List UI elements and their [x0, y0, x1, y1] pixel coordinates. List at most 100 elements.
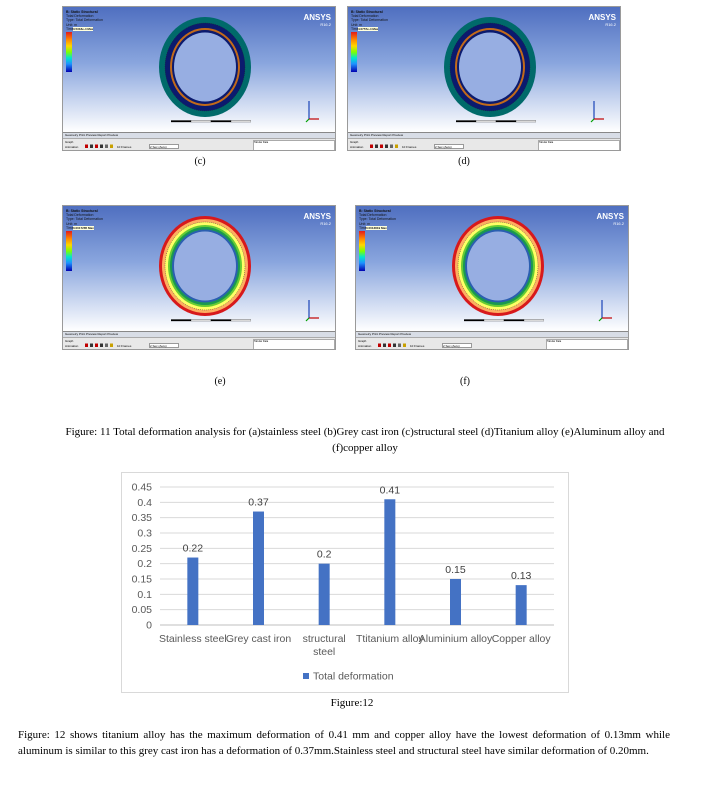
playback-button-icon[interactable] [370, 144, 373, 149]
playback-button-icon[interactable] [395, 144, 398, 149]
scale-segment [456, 120, 477, 123]
solver-title-line: Type: Total Deformation [351, 18, 388, 23]
data-label: 0.13 [511, 570, 532, 582]
legend-max-label: 4.0757e-4 Max [358, 27, 379, 31]
playback-button-icon[interactable] [105, 144, 108, 149]
animation-label[interactable]: Animation [358, 344, 372, 348]
ansys-viewport[interactable]: B: Static Structural Total Deformation Typ… [348, 7, 620, 132]
bar [187, 557, 199, 625]
view-tabs[interactable]: Geometry Print Preview Report Preview [63, 132, 335, 138]
x-category-label: Copper alloy [492, 633, 552, 645]
results-paragraph: Figure: 12 shows titanium alloy has the … [18, 729, 670, 757]
time-select[interactable]: 2 Sec (Auto) [149, 144, 179, 149]
x-category-label: structural steel [303, 633, 346, 658]
bar [384, 499, 396, 625]
animation-label[interactable]: Animation [350, 145, 364, 149]
playback-button-icon[interactable] [100, 343, 103, 348]
frames-select[interactable]: 10 Frames [117, 344, 132, 348]
playback-button-icon[interactable] [378, 343, 381, 348]
playback-button-icon[interactable] [390, 144, 393, 149]
ansys-panel-e: B: Static Structural Total Deformation Typ… [62, 205, 336, 350]
x-category-label-line: Copper alloy [492, 633, 552, 645]
playback-button-icon[interactable] [105, 343, 108, 348]
ansys-viewport[interactable]: B: Static Structural Total Deformation Typ… [356, 206, 628, 331]
y-tick-label: 0.45 [132, 482, 153, 494]
playback-button-icon[interactable] [403, 343, 406, 348]
tabular-data[interactable]: Tabular Data [546, 339, 628, 349]
bar [515, 585, 527, 625]
bar [253, 511, 264, 625]
solver-title-line: Time: 1 [66, 225, 78, 230]
solver-title-line: Unit: m [66, 22, 78, 27]
playback-button-icon[interactable] [95, 343, 98, 348]
axis-line [305, 118, 310, 123]
ansys-viewport[interactable]: B: Static Structural Total Deformation Typ… [63, 206, 335, 331]
playback-button-icon[interactable] [90, 343, 93, 348]
solver-title-line: Total Deformation [66, 213, 94, 218]
ansys-panel-c: B: Static Structural Total Deformation Typ… [62, 6, 336, 151]
playback-controls[interactable]: 10 Frames [85, 144, 145, 149]
playback-button-icon[interactable] [393, 343, 396, 348]
playback-button-icon[interactable] [100, 144, 103, 149]
frames-select[interactable]: 10 Frames [410, 344, 425, 348]
view-tabs[interactable]: Geometry Print Preview Report Preview [356, 331, 628, 337]
view-tabs[interactable]: Geometry Print Preview Report Preview [348, 132, 620, 138]
playback-button-icon[interactable] [85, 144, 88, 149]
scale-segment [495, 120, 517, 123]
x-category-label: Aluminium alloy [419, 633, 493, 645]
tabular-data[interactable]: Tabular Data [538, 140, 620, 150]
playback-button-icon[interactable] [385, 144, 388, 149]
time-select[interactable]: 2 Sec (Auto) [149, 343, 179, 348]
scale-bar [171, 319, 251, 322]
x-category-label-line: Stainless steel [159, 633, 227, 645]
playback-controls[interactable]: 10 Frames [378, 343, 438, 348]
y-tick-label: 0.15 [132, 574, 153, 586]
solver-title: B: Static Structural Total Deformation Typ… [359, 209, 396, 230]
panel-caption-c: (c) [194, 156, 206, 167]
panel-caption-e: (e) [214, 376, 226, 387]
time-select[interactable]: 2 Sec (Auto) [442, 343, 472, 348]
playback-button-icon[interactable] [90, 144, 93, 149]
ring-hole [174, 231, 236, 301]
frames-select[interactable]: 10 Frames [117, 145, 132, 149]
y-tick-label: 0.35 [132, 512, 153, 524]
tabular-data[interactable]: Tabular Data [253, 339, 335, 349]
frames-select[interactable]: 10 Frames [402, 145, 417, 149]
solver-title-line: Type: Total Deformation [66, 217, 103, 222]
playback-button-icon[interactable] [85, 343, 88, 348]
animation-label[interactable]: Animation [65, 344, 79, 348]
ring-mesh [164, 22, 246, 112]
playback-button-icon[interactable] [380, 144, 383, 149]
data-label: 0.41 [380, 484, 401, 496]
ring-model [159, 216, 251, 316]
playback-button-icon[interactable] [375, 144, 378, 149]
playback-button-icon[interactable] [110, 144, 113, 149]
time-select[interactable]: 2 Sec (Auto) [434, 144, 464, 149]
playback-button-icon[interactable] [388, 343, 391, 348]
y-tick-label: 0.2 [137, 558, 152, 570]
playback-button-icon[interactable] [95, 144, 98, 149]
playback-button-icon[interactable] [383, 343, 386, 348]
scale-segment [210, 120, 232, 123]
ansys-viewport[interactable]: B: Static Structural Total Deformation Typ… [63, 7, 335, 132]
playback-button-icon[interactable] [110, 343, 113, 348]
x-category-label-line: Grey cast iron [226, 633, 292, 645]
solver-title-line: Unit: m [359, 221, 371, 226]
x-category-label-line: Ttitanium alloy [356, 633, 424, 645]
data-label: 0.15 [445, 564, 466, 576]
tabular-data[interactable]: Tabular Data [253, 140, 335, 150]
color-legend [66, 231, 72, 271]
ansys-logo: ANSYS R16.2 [596, 212, 624, 226]
solver-title-line: B: Static Structural [351, 10, 383, 14]
color-legend [359, 231, 365, 271]
y-tick-label: 0.25 [132, 543, 153, 555]
animation-bar: Graph Animation 10 Frames 2 Sec (Auto) Tabul… [63, 337, 335, 349]
playback-controls[interactable]: 10 Frames [85, 343, 145, 348]
playback-controls[interactable]: 10 Frames [370, 144, 430, 149]
scale-segment [210, 319, 232, 322]
animation-bar: Graph Animation 10 Frames 2 Sec (Auto) Tabul… [63, 138, 335, 150]
playback-button-icon[interactable] [398, 343, 401, 348]
animation-label[interactable]: Animation [65, 145, 79, 149]
solver-title-line: Time: 1 [359, 225, 371, 230]
view-tabs[interactable]: Geometry Print Preview Report Preview [63, 331, 335, 337]
